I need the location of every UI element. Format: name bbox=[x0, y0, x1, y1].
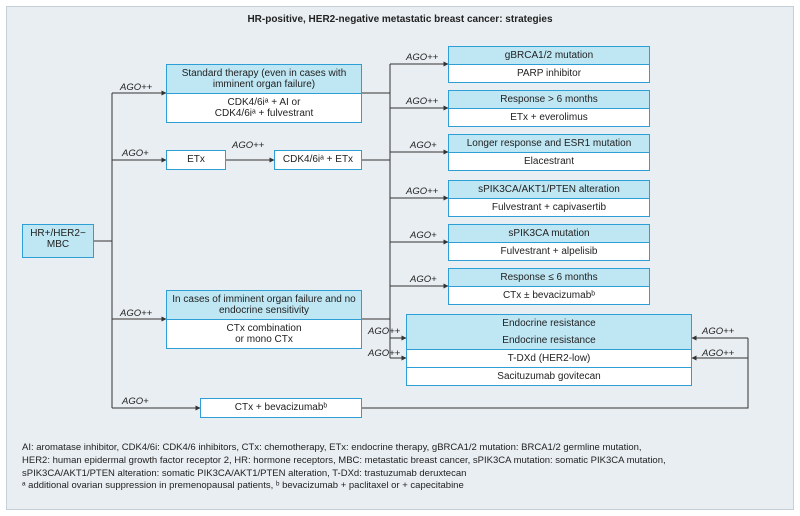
node-spik3-header: sPIK3CA mutation bbox=[449, 225, 649, 242]
edge-label-11: AGO++ bbox=[368, 326, 400, 337]
footnote-line-3: ᵃ additional ovarian suppression in prem… bbox=[22, 480, 774, 493]
node-endo-header: Endocrine resistance bbox=[407, 315, 691, 332]
node-organ-body: CTx combinationor mono CTx bbox=[167, 319, 361, 348]
edge-label-2: AGO++ bbox=[232, 140, 264, 151]
edge-label-7: AGO+ bbox=[410, 140, 437, 151]
node-etx-body: ETx bbox=[167, 151, 225, 168]
edge-label-12: AGO++ bbox=[368, 348, 400, 359]
node-gbrca-header: gBRCA1/2 mutation bbox=[449, 47, 649, 64]
node-gbrca-body: PARP inhibitor bbox=[449, 64, 649, 82]
node-spik3_akt-header: sPIK3CA/AKT1/PTEN alteration bbox=[449, 181, 649, 198]
node-esr1-body: Elacestrant bbox=[449, 152, 649, 170]
node-std-header: Standard therapy (even in cases with imm… bbox=[167, 65, 361, 93]
edge-label-13: AGO++ bbox=[702, 326, 734, 337]
node-spik3_akt-body: Fulvestrant + capivasertib bbox=[449, 198, 649, 216]
node-spik3: sPIK3CA mutationFulvestrant + alpelisib bbox=[448, 224, 650, 261]
node-resp6m: Response ≤ 6 monthsCTx ± bevacizumabᵇ bbox=[448, 268, 650, 305]
diagram-canvas: HR-positive, HER2-negative metastatic br… bbox=[0, 0, 800, 516]
node-organ-header: In cases of imminent organ failure and n… bbox=[167, 291, 361, 319]
node-cdk_etx: CDK4/6iᵃ + ETx bbox=[274, 150, 362, 170]
node-endo-header: Endocrine resistance bbox=[407, 332, 691, 349]
node-resp6m-header: Response ≤ 6 months bbox=[449, 269, 649, 286]
node-endo-row-0: T-DXd (HER2-low) bbox=[407, 349, 691, 367]
node-esr1: Longer response and ESR1 mutationElacest… bbox=[448, 134, 650, 171]
node-organ: In cases of imminent organ failure and n… bbox=[166, 290, 362, 349]
edge-label-3: AGO++ bbox=[120, 308, 152, 319]
edge-label-0: AGO++ bbox=[120, 82, 152, 93]
node-spik3-body: Fulvestrant + alpelisib bbox=[449, 242, 649, 260]
node-ctx_bev-body: CTx + bevacizumabᵇ bbox=[201, 399, 361, 416]
node-etx: ETx bbox=[166, 150, 226, 170]
node-ctx_bev: CTx + bevacizumabᵇ bbox=[200, 398, 362, 418]
node-root: HR+/HER2−MBC bbox=[22, 224, 94, 258]
node-resp6m-body: CTx ± bevacizumabᵇ bbox=[449, 286, 649, 304]
node-resp6p-header: Response > 6 months bbox=[449, 91, 649, 108]
edge-label-14: AGO++ bbox=[702, 348, 734, 359]
footnote-line-0: AI: aromatase inhibitor, CDK4/6i: CDK4/6… bbox=[22, 442, 774, 455]
edge-label-9: AGO+ bbox=[410, 230, 437, 241]
footnote-line-2: sPIK3CA/AKT1/PTEN alteration: somatic PI… bbox=[22, 468, 774, 481]
node-spik3_akt: sPIK3CA/AKT1/PTEN alterationFulvestrant … bbox=[448, 180, 650, 217]
edge-label-5: AGO++ bbox=[406, 52, 438, 63]
node-endo-row-1: Sacituzumab govitecan bbox=[407, 367, 691, 385]
node-std: Standard therapy (even in cases with imm… bbox=[166, 64, 362, 123]
edge-label-6: AGO++ bbox=[406, 96, 438, 107]
node-root-body: HR+/HER2−MBC bbox=[23, 225, 93, 253]
edge-label-1: AGO+ bbox=[122, 148, 149, 159]
diagram-title: HR-positive, HER2-negative metastatic br… bbox=[200, 14, 600, 25]
footnote-line-1: HER2: human epidermal growth factor rece… bbox=[22, 455, 774, 468]
node-endo: Endocrine resistanceEndocrine resistance… bbox=[406, 314, 692, 386]
footnotes: AI: aromatase inhibitor, CDK4/6i: CDK4/6… bbox=[22, 442, 774, 493]
node-gbrca: gBRCA1/2 mutationPARP inhibitor bbox=[448, 46, 650, 83]
node-cdk_etx-body: CDK4/6iᵃ + ETx bbox=[275, 151, 361, 168]
node-resp6p: Response > 6 monthsETx + everolimus bbox=[448, 90, 650, 127]
node-esr1-header: Longer response and ESR1 mutation bbox=[449, 135, 649, 152]
node-std-body: CDK4/6iᵃ + AI orCDK4/6iᵃ + fulvestrant bbox=[167, 93, 361, 122]
edge-label-8: AGO++ bbox=[406, 186, 438, 197]
edge-label-4: AGO+ bbox=[122, 396, 149, 407]
edge-label-10: AGO+ bbox=[410, 274, 437, 285]
node-resp6p-body: ETx + everolimus bbox=[449, 108, 649, 126]
